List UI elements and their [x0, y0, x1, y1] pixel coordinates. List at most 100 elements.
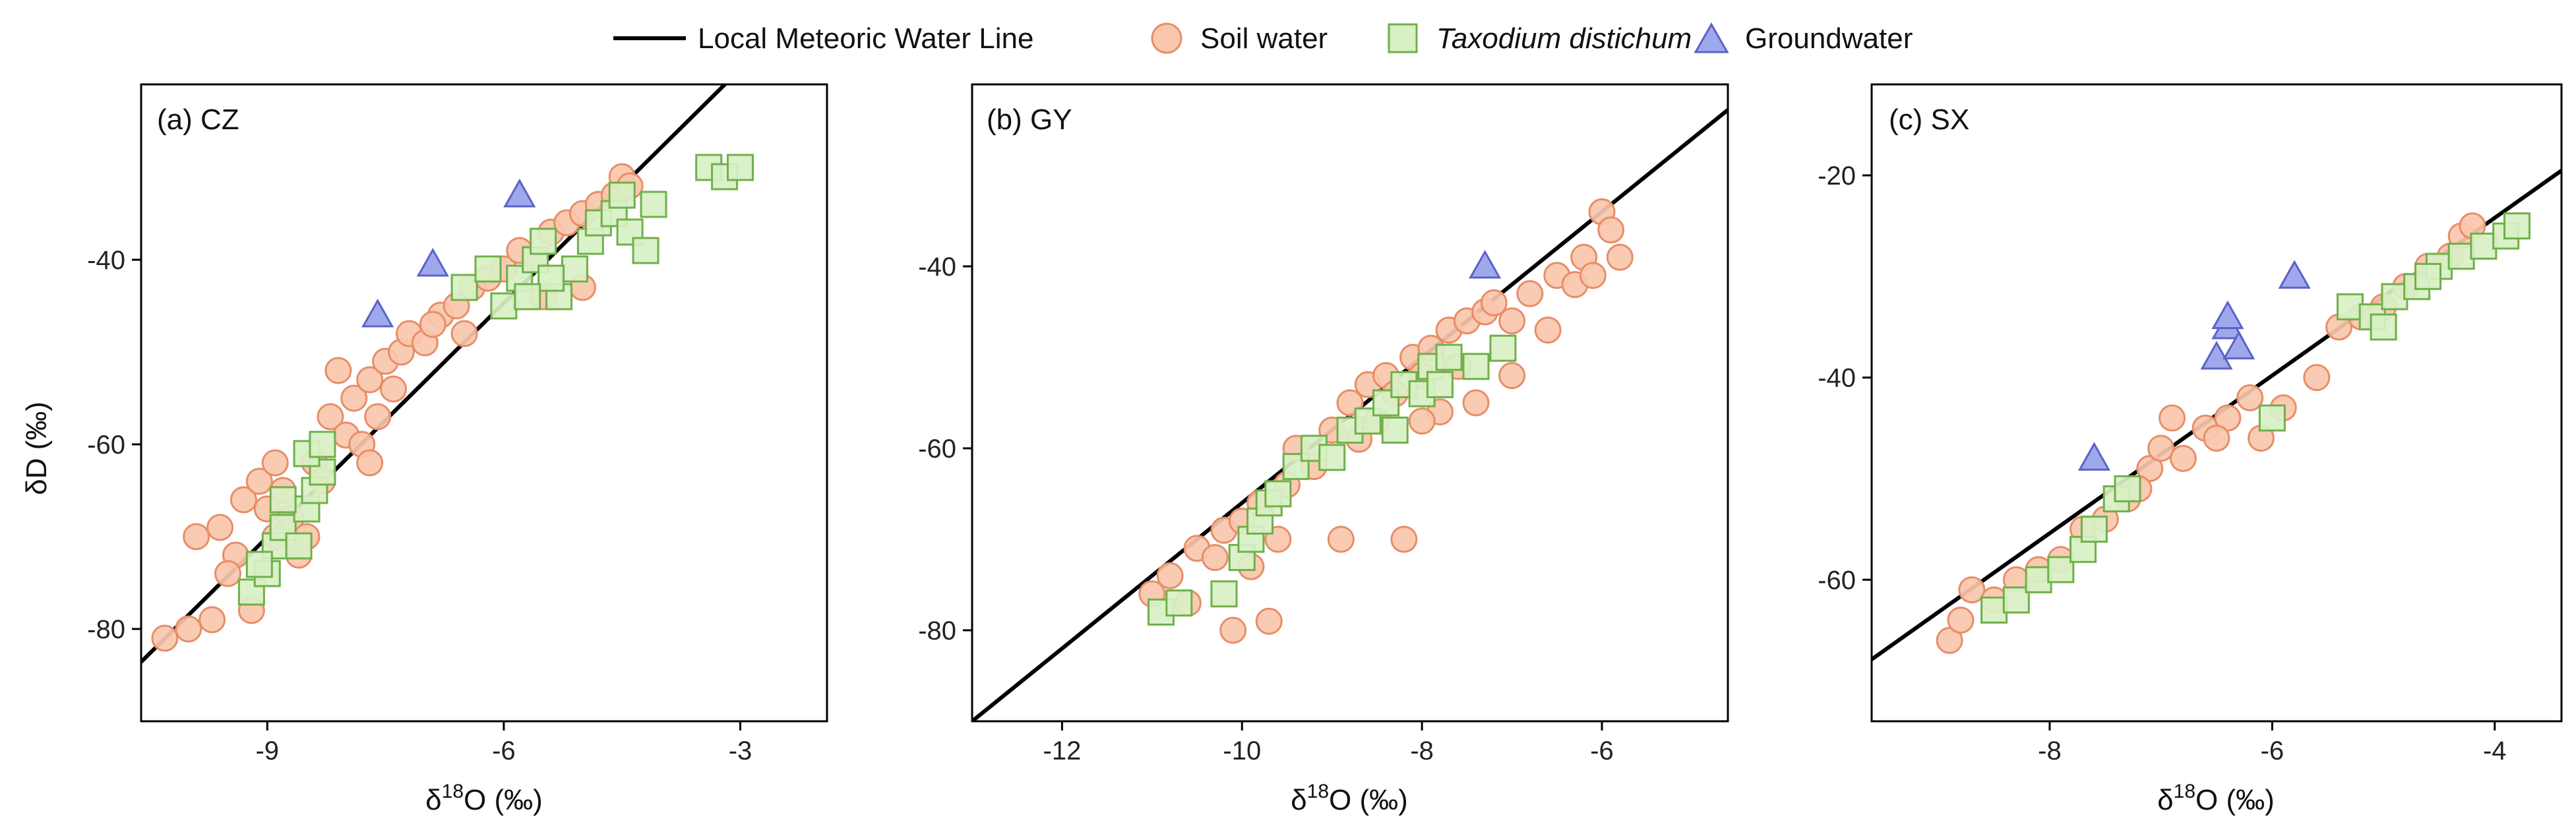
plot-frame — [971, 83, 1729, 723]
soil-water-point — [261, 449, 289, 477]
taxodium-point — [1381, 416, 1409, 444]
soil-water-point — [2236, 384, 2264, 411]
y-tick-label: -60 — [87, 431, 125, 460]
taxodium-point — [309, 431, 336, 458]
soil-water-point — [1936, 626, 1963, 654]
groundwater-point — [2223, 330, 2255, 360]
taxodium-point — [245, 551, 273, 578]
taxodium-point — [1489, 334, 1517, 362]
soil-water-point — [1534, 316, 1562, 344]
soil-water-point — [340, 384, 368, 412]
legend-soil-swatch — [1151, 22, 1182, 54]
x-axis-title: δ18O (‰) — [2157, 781, 2275, 816]
soil-water-point — [1255, 607, 1283, 635]
legend-groundwater-label: Groundwater — [1745, 22, 1913, 55]
legend-groundwater-swatch — [1694, 22, 1729, 53]
legend: Local Meteoric Water Line Soil water Tax… — [613, 22, 1913, 55]
taxodium-point — [285, 532, 313, 560]
taxodium-point — [2047, 556, 2075, 583]
taxodium-point — [727, 154, 754, 181]
taxodium-point — [2336, 293, 2364, 320]
taxodium-point — [1435, 343, 1463, 371]
taxodium-point — [2470, 232, 2498, 260]
taxodium-point — [530, 227, 557, 255]
soil-water-point — [1408, 407, 1436, 435]
legend-taxodium-label: Taxodium distichum — [1436, 22, 1692, 55]
taxodium-point — [450, 274, 478, 301]
taxodium-point — [490, 292, 518, 320]
y-tick-label: -20 — [1818, 162, 1856, 191]
taxodium-point — [1165, 589, 1193, 617]
taxodium-point — [537, 264, 565, 292]
soil-water-point — [206, 514, 234, 541]
soil-water-point — [1462, 389, 1490, 417]
soil-water-point — [2169, 444, 2197, 472]
taxodium-point — [632, 237, 659, 264]
panel-gy: -12 -10 -8 -6 -80 -60 -40 (b) GY δ18O (‰) — [918, 83, 1729, 816]
soil-water-point — [199, 606, 226, 634]
groundwater-point — [503, 178, 536, 208]
soil-water-point — [364, 403, 392, 431]
y-tick-label: -40 — [87, 246, 125, 275]
taxodium-point — [561, 255, 588, 283]
lmwl-line — [141, 84, 728, 664]
taxodium-point — [2258, 404, 2286, 432]
groundwater-point — [2211, 300, 2244, 330]
groundwater-point — [2200, 340, 2233, 370]
taxodium-point — [1264, 480, 1292, 508]
soil-water-point — [1327, 525, 1355, 553]
soil-water-point — [324, 357, 352, 384]
legend-lmwl-label: Local Meteoric Water Line — [698, 22, 1033, 55]
soil-water-point — [317, 403, 344, 431]
x-tick-label: -6 — [2261, 736, 2285, 765]
groundwater-point — [416, 247, 449, 277]
soil-water-point — [214, 560, 241, 587]
soil-water-point — [2303, 364, 2331, 392]
taxodium-point — [2002, 586, 2030, 614]
x-tick-label: -3 — [729, 736, 752, 765]
taxodium-point — [1462, 353, 1490, 380]
y-axis-title: δD (‰) — [20, 402, 53, 495]
soil-water-point — [419, 311, 446, 338]
soil-water-point — [1516, 280, 1544, 307]
y-tick-label: -40 — [918, 253, 956, 282]
groundwater-point — [2077, 442, 2110, 471]
taxodium-point — [514, 283, 541, 311]
soil-water-point — [1579, 262, 1607, 289]
plot-frame — [140, 83, 828, 723]
y-tick-label: -80 — [87, 615, 125, 644]
x-tick-label: -12 — [1043, 736, 1082, 765]
soil-water-point — [175, 615, 202, 643]
taxodium-point — [2370, 313, 2397, 341]
panel-label: (c) SX — [1889, 104, 1969, 136]
soil-water-point — [230, 486, 257, 514]
taxodium-point — [1210, 580, 1238, 608]
soil-water-point — [1597, 216, 1625, 244]
taxodium-point — [608, 181, 636, 209]
taxodium-point — [2447, 243, 2475, 270]
soil-water-point — [2159, 404, 2186, 432]
groundwater-point — [1469, 249, 1502, 279]
soil-water-point — [151, 624, 179, 652]
panel-cz: -9 -6 -3 -80 -60 -40 (a) CZ δ18O (‰) — [87, 83, 828, 816]
legend-soil-label: Soil water — [1200, 22, 1328, 55]
soil-water-point — [380, 375, 408, 403]
soil-water-point — [2203, 425, 2230, 452]
x-axis-title: δ18O (‰) — [1291, 781, 1408, 816]
x-axis-title: δ18O (‰) — [425, 781, 543, 816]
panel-label: (b) GY — [987, 104, 1072, 136]
taxodium-point — [1426, 371, 1454, 398]
soil-water-point — [450, 320, 478, 347]
panel-label: (a) CZ — [157, 104, 239, 136]
soil-water-point — [1606, 243, 1634, 271]
soil-water-point — [1219, 616, 1247, 644]
groundwater-point — [361, 298, 394, 328]
x-tick-label: -10 — [1223, 736, 1261, 765]
soil-water-point — [2147, 434, 2175, 462]
taxodium-point — [640, 191, 667, 218]
plot-frame — [1870, 83, 2563, 723]
soil-water-point — [183, 523, 210, 551]
soil-water-point — [245, 467, 273, 495]
soil-water-point — [1498, 307, 1526, 335]
